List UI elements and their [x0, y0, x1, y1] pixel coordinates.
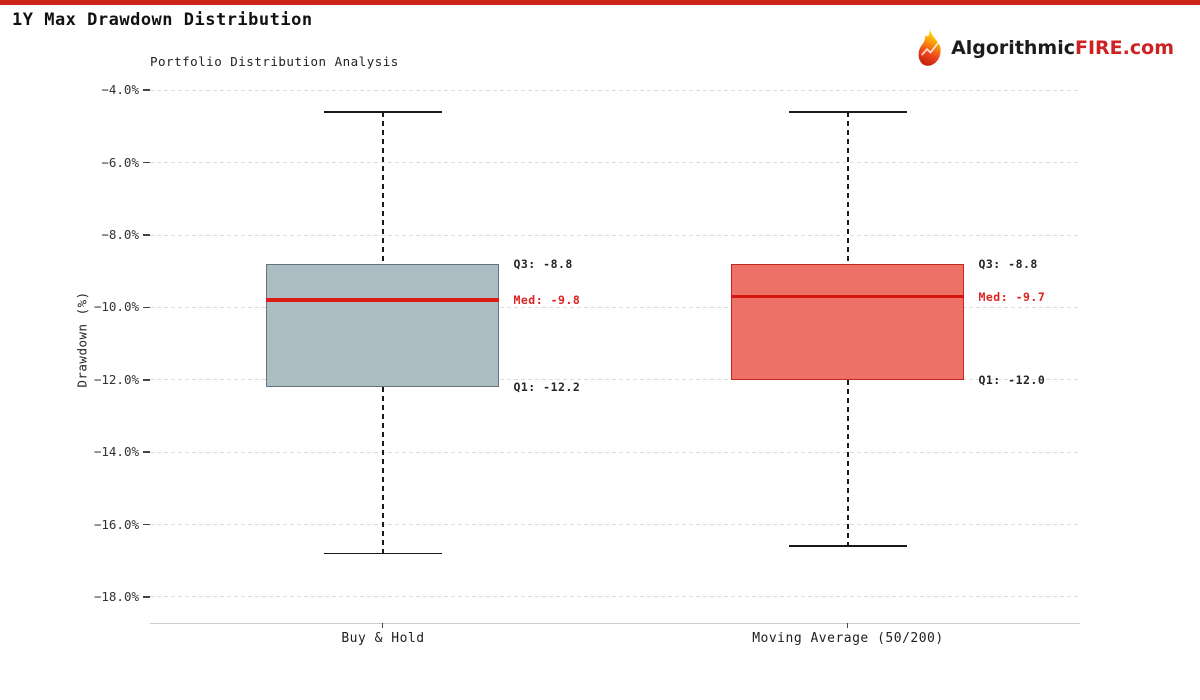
annotation-q1: Q1: -12.2 [513, 380, 581, 395]
whisker-lower [382, 387, 384, 554]
whisker-cap-lower [788, 545, 907, 548]
y-tick-label: −16.0% [93, 516, 139, 532]
y-gridline [150, 234, 1080, 236]
whisker-upper [847, 111, 849, 264]
y-tick [143, 234, 150, 236]
y-gridline [150, 596, 1080, 598]
x-axis-line [150, 623, 1080, 624]
annotation-q3: Q3: -8.8 [978, 256, 1038, 271]
annotation-median: Med: -9.7 [978, 289, 1046, 304]
y-tick [143, 379, 150, 381]
y-tick-label: −14.0% [93, 444, 139, 460]
chart-subtitle: Portfolio Distribution Analysis [150, 54, 399, 69]
brand-name-dark: Algorithmic [951, 37, 1075, 59]
y-tick [143, 596, 150, 598]
annotation-median: Med: -9.8 [513, 293, 581, 308]
y-gridline [150, 306, 1080, 308]
y-tick-label: −10.0% [93, 299, 139, 315]
top-accent-bar [0, 0, 1200, 5]
y-tick-label: −4.0% [101, 82, 139, 98]
whisker-upper [382, 111, 384, 264]
x-tick [382, 623, 384, 628]
y-gridline [150, 89, 1080, 91]
brand-name-red: FIRE.com [1075, 37, 1174, 59]
whisker-cap-upper [788, 111, 907, 113]
x-tick [847, 623, 849, 628]
annotation-q1: Q1: -12.0 [978, 372, 1046, 387]
whisker-cap-upper [323, 111, 442, 113]
brand-name: AlgorithmicFIRE.com [951, 37, 1174, 59]
y-tick [143, 89, 150, 91]
y-tick-label: −6.0% [101, 154, 139, 170]
flame-icon [915, 29, 945, 67]
y-tick-label: −12.0% [93, 371, 139, 387]
y-tick [143, 451, 150, 453]
whisker-lower [847, 379, 849, 547]
median-line [266, 298, 500, 302]
box [266, 263, 500, 387]
y-gridline [150, 451, 1080, 453]
y-gridline [150, 379, 1080, 381]
annotation-q3: Q3: -8.8 [513, 256, 573, 271]
y-gridline [150, 524, 1080, 526]
y-tick-label: −8.0% [101, 227, 139, 242]
page-title: 1Y Max Drawdown Distribution [12, 10, 313, 30]
y-tick [143, 161, 150, 164]
x-tick-label: Buy & Hold [341, 631, 425, 646]
median-line [731, 294, 965, 299]
y-tick [143, 306, 150, 309]
y-tick-label: −18.0% [93, 588, 139, 604]
brand-logo: AlgorithmicFIRE.com [915, 28, 1174, 68]
box [731, 263, 965, 380]
y-tick [143, 523, 150, 526]
y-gridline [150, 162, 1080, 164]
x-tick-label: Moving Average (50/200) [752, 631, 944, 646]
whisker-cap-lower [323, 552, 442, 555]
